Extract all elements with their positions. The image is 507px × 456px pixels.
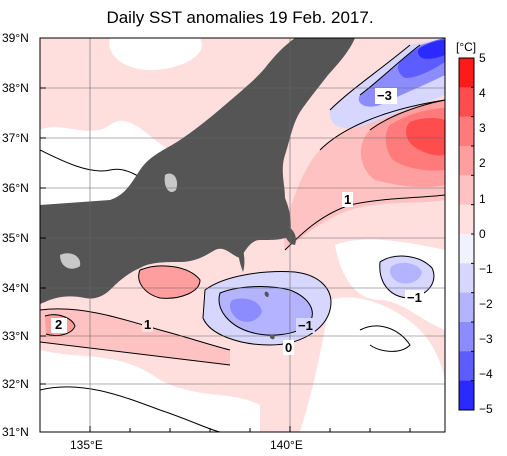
colorbar-segment xyxy=(459,87,474,118)
contour-line-12 xyxy=(369,99,445,131)
neutral-zone-south-east xyxy=(300,297,445,432)
lake-west xyxy=(60,253,81,269)
contour-line-3 xyxy=(319,99,445,151)
lat-label-33: 33°N xyxy=(2,329,29,343)
contour-label-2: 2 xyxy=(55,317,63,332)
colorbar-segment xyxy=(459,146,474,176)
warm-anomaly-east-peak xyxy=(406,118,445,156)
colorbar-tick-5: 5 xyxy=(479,51,486,65)
colorbar-tick-2: 2 xyxy=(479,156,486,170)
graticule xyxy=(40,38,445,432)
land-honshu xyxy=(40,38,355,304)
colorbar-tick-m5: −5 xyxy=(479,402,493,416)
colorbar-segment xyxy=(459,263,474,294)
cold-anomaly-northeast-peak xyxy=(417,40,445,59)
lat-label-31: 31°N xyxy=(2,425,29,439)
contour-line-11 xyxy=(329,44,411,111)
colorbar-segment xyxy=(459,234,474,264)
colorbar-segment xyxy=(459,204,474,235)
contour-label-box-m3 xyxy=(375,88,397,104)
colorbar-tick-m2: −2 xyxy=(479,297,493,311)
colorbar-segment xyxy=(459,322,474,352)
cold-anomaly-east-core xyxy=(390,262,422,284)
lon-label-135: 135°E xyxy=(70,438,103,452)
colorbar-tick-3: 3 xyxy=(479,121,486,135)
neutral-zone-south-west xyxy=(40,350,260,432)
map-title: Daily SST anomalies 19 Feb. 2017. xyxy=(106,8,374,27)
lat-label-36: 36°N xyxy=(2,181,29,195)
colorbar-tick-m1: −1 xyxy=(479,262,493,276)
contour-label-minus1-east: −1 xyxy=(405,290,424,305)
contour-label-0: 0 xyxy=(283,340,295,355)
lon-label-140: 140°E xyxy=(270,438,303,452)
colorbar-segment xyxy=(459,292,474,323)
contour-line-9 xyxy=(44,314,76,337)
contour-label-1-south: 1 xyxy=(142,317,154,332)
lat-label-37: 37°N xyxy=(2,131,29,145)
colorbar-tick-1: 1 xyxy=(479,192,486,206)
contour-label-boxes xyxy=(51,88,397,333)
land-awaji xyxy=(139,236,146,256)
lat-label-34: 34°N xyxy=(2,281,29,295)
contour-label-minus1-south: −1 xyxy=(296,318,315,333)
colorbar-segment xyxy=(459,380,474,411)
contour-line-15 xyxy=(138,265,201,299)
colorbar-tick-4: 4 xyxy=(479,86,486,100)
contour-line-14 xyxy=(359,325,411,352)
contour-line-4 xyxy=(202,271,332,346)
land-peninsula-izu xyxy=(238,240,245,272)
colorbar xyxy=(458,57,475,411)
map-frame xyxy=(39,37,446,433)
contour-label-minus3: −3 xyxy=(377,88,392,103)
colorbar-tick-m3: −3 xyxy=(479,332,493,346)
contour-line-8 xyxy=(40,308,231,351)
lat-label-35: 35°N xyxy=(2,231,29,245)
contour-line-10 xyxy=(359,44,421,96)
colorbar-segment xyxy=(459,58,474,88)
land-small-island xyxy=(264,291,269,297)
land-hachijo xyxy=(269,334,275,340)
colorbar-unit: [°C] xyxy=(456,40,477,54)
neutral-zone-north xyxy=(109,38,202,70)
warm-band-south xyxy=(40,308,230,365)
frame-ticks xyxy=(40,87,411,432)
contour-lines xyxy=(40,44,445,432)
colorbar-tick-0: 0 xyxy=(479,227,486,241)
lat-label-38: 38°N xyxy=(2,81,29,95)
contour-line-7 xyxy=(40,341,231,366)
lake-biwa xyxy=(164,173,178,193)
colorbar-segment xyxy=(459,351,474,382)
warm-anomaly-kii xyxy=(138,265,200,299)
colorbar-segment xyxy=(459,116,474,147)
lat-label-32: 32°N xyxy=(2,377,29,391)
contour-line-13 xyxy=(40,386,221,432)
contour-label-box-l2 xyxy=(51,318,67,333)
cold-anomaly-south-peak xyxy=(229,298,262,322)
colorbar-segment xyxy=(459,175,474,206)
contour-label-1-east: 1 xyxy=(342,192,354,207)
lat-label-39: 39°N xyxy=(2,31,29,45)
colorbar-tick-m4: −4 xyxy=(479,367,493,381)
contour-line-6 xyxy=(379,255,435,299)
